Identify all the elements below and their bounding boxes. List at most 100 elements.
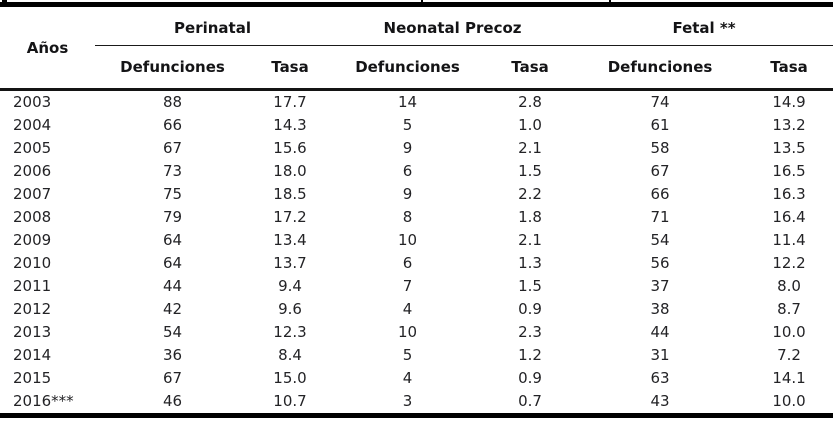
value-cell: 46 <box>162 392 183 410</box>
year-cell: 2015 <box>13 369 52 387</box>
value-cell: 14 <box>397 93 418 111</box>
value-cell: 14.1 <box>772 369 806 387</box>
col-header-fetal-tasa: Tasa <box>745 45 833 91</box>
value-cell: 0.9 <box>518 300 542 318</box>
group-header-perinatal: Perinatal <box>95 4 331 46</box>
table-row: 2003 88 17.7 14 2.8 74 14.9 <box>0 90 833 115</box>
value-cell: 74 <box>650 93 670 111</box>
value-cell: 61 <box>650 116 670 134</box>
value-cell: 8.4 <box>278 346 302 364</box>
value-cell: 7 <box>402 277 413 295</box>
crop-artifact-tick <box>2 0 7 3</box>
year-cell: 2016*** <box>13 392 74 410</box>
crop-artifact-tick <box>609 0 611 3</box>
value-cell: 8 <box>402 208 413 226</box>
year-cell: 2013 <box>13 323 52 341</box>
value-cell: 63 <box>650 369 670 387</box>
value-cell: 15.0 <box>273 369 307 387</box>
year-cell: 2005 <box>13 139 52 157</box>
value-cell: 8.7 <box>777 300 801 318</box>
table-header: Años Perinatal Neonatal Precoz Fetal ** … <box>0 4 833 91</box>
value-cell: 4 <box>402 369 413 387</box>
value-cell: 1.8 <box>518 208 542 226</box>
value-cell: 11.4 <box>772 231 806 249</box>
value-cell: 10.0 <box>772 323 806 341</box>
years-column-header: Años <box>0 4 95 91</box>
year-cell: 2007 <box>13 185 52 203</box>
value-cell: 54 <box>162 323 183 341</box>
year-cell: 2003 <box>13 93 52 111</box>
value-cell: 18.5 <box>273 185 307 203</box>
value-cell: 17.7 <box>273 93 307 111</box>
value-cell: 14.3 <box>273 116 307 134</box>
year-cell: 2011 <box>13 277 52 295</box>
value-cell: 9.6 <box>278 300 302 318</box>
table-row: 2016*** 46 10.7 3 0.7 43 10.0 <box>0 390 833 416</box>
value-cell: 44 <box>162 277 183 295</box>
value-cell: 73 <box>162 162 183 180</box>
table-row: 2010 64 13.7 6 1.3 56 12.2 <box>0 252 833 275</box>
table-row: 2009 64 13.4 10 2.1 54 11.4 <box>0 229 833 252</box>
value-cell: 3 <box>402 392 413 410</box>
value-cell: 9 <box>402 185 413 203</box>
year-cell: 2010 <box>13 254 52 272</box>
mortality-statistics-table: Años Perinatal Neonatal Precoz Fetal ** … <box>0 2 833 418</box>
value-cell: 10.0 <box>772 392 806 410</box>
value-cell: 67 <box>162 369 183 387</box>
year-cell: 2012 <box>13 300 52 318</box>
value-cell: 10 <box>397 231 418 249</box>
value-cell: 58 <box>650 139 670 157</box>
value-cell: 0.9 <box>518 369 542 387</box>
value-cell: 17.2 <box>273 208 307 226</box>
value-cell: 36 <box>162 346 183 364</box>
value-cell: 9 <box>402 139 413 157</box>
value-cell: 67 <box>162 139 183 157</box>
year-cell: 2008 <box>13 208 52 226</box>
value-cell: 7.2 <box>777 346 801 364</box>
value-cell: 31 <box>650 346 670 364</box>
value-cell: 1.0 <box>518 116 542 134</box>
value-cell: 88 <box>162 93 183 111</box>
col-header-neonatal-defunciones: Defunciones <box>330 45 486 91</box>
value-cell: 13.2 <box>772 116 806 134</box>
value-cell: 5 <box>402 346 413 364</box>
group-header-fetal: Fetal ** <box>575 4 833 46</box>
value-cell: 12.3 <box>273 323 307 341</box>
value-cell: 44 <box>650 323 670 341</box>
col-header-neonatal-tasa: Tasa <box>485 45 576 91</box>
value-cell: 2.2 <box>518 185 542 203</box>
value-cell: 75 <box>162 185 183 203</box>
col-header-fetal-defunciones: Defunciones <box>575 45 746 91</box>
table-row: 2007 75 18.5 9 2.2 66 16.3 <box>0 183 833 206</box>
value-cell: 38 <box>650 300 670 318</box>
value-cell: 1.5 <box>518 277 542 295</box>
value-cell: 64 <box>162 254 183 272</box>
crop-artifact-tick <box>421 0 423 3</box>
value-cell: 18.0 <box>273 162 307 180</box>
value-cell: 9.4 <box>278 277 302 295</box>
table-row: 2013 54 12.3 10 2.3 44 10.0 <box>0 321 833 344</box>
table-row: 2005 67 15.6 9 2.1 58 13.5 <box>0 137 833 160</box>
table-row: 2012 42 9.6 4 0.9 38 8.7 <box>0 298 833 321</box>
value-cell: 43 <box>650 392 670 410</box>
value-cell: 56 <box>650 254 670 272</box>
table-body: 2003 88 17.7 14 2.8 74 14.9 2004 66 14.3 5 1.0 61 13.… <box>0 90 833 416</box>
value-cell: 6 <box>402 162 413 180</box>
col-header-perinatal-defunciones: Defunciones <box>95 45 250 91</box>
value-cell: 2.8 <box>518 93 542 111</box>
value-cell: 15.6 <box>273 139 307 157</box>
value-cell: 64 <box>162 231 183 249</box>
value-cell: 2.3 <box>518 323 542 341</box>
value-cell: 2.1 <box>518 231 542 249</box>
value-cell: 0.7 <box>518 392 542 410</box>
value-cell: 42 <box>162 300 183 318</box>
table-row: 2006 73 18.0 6 1.5 67 16.5 <box>0 160 833 183</box>
table-row: 2014 36 8.4 5 1.2 31 7.2 <box>0 344 833 367</box>
year-cell: 2014 <box>13 346 52 364</box>
value-cell: 13.7 <box>273 254 307 272</box>
value-cell: 13.5 <box>772 139 806 157</box>
value-cell: 67 <box>650 162 670 180</box>
value-cell: 66 <box>650 185 670 203</box>
value-cell: 13.4 <box>273 231 307 249</box>
